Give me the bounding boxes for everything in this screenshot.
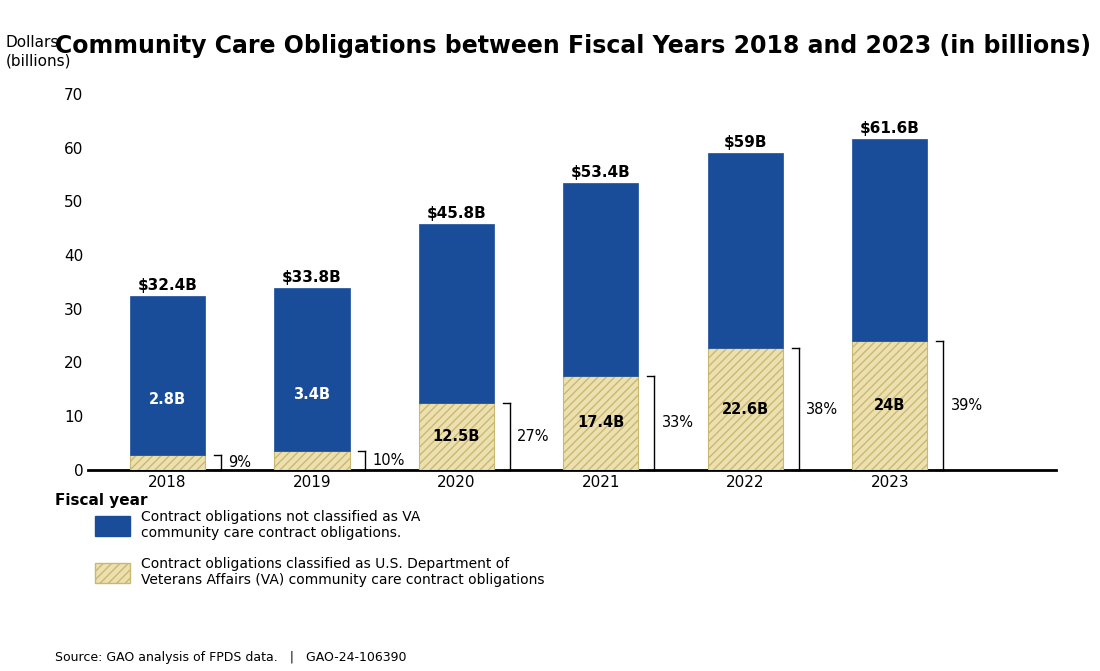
- Bar: [852, 139, 927, 341]
- Text: 22.6B: 22.6B: [722, 401, 769, 417]
- Text: 9%: 9%: [228, 455, 251, 470]
- Bar: [274, 289, 350, 452]
- Text: $61.6B: $61.6B: [860, 121, 920, 136]
- Bar: [130, 296, 205, 455]
- Text: $32.4B: $32.4B: [138, 278, 197, 293]
- Text: 12.5B: 12.5B: [432, 429, 480, 444]
- Bar: [563, 183, 638, 376]
- Text: 39%: 39%: [950, 398, 982, 413]
- Text: Community Care Obligations between Fiscal Years 2018 and 2023 (in billions): Community Care Obligations between Fisca…: [55, 34, 1091, 58]
- Text: 17.4B: 17.4B: [578, 415, 625, 431]
- Bar: [274, 452, 350, 470]
- Text: Dollars
(billions): Dollars (billions): [6, 35, 72, 68]
- Text: $33.8B: $33.8B: [282, 270, 342, 285]
- Bar: [419, 224, 494, 403]
- Text: 3.4B: 3.4B: [294, 387, 330, 402]
- Bar: [419, 403, 494, 470]
- Text: 38%: 38%: [806, 401, 838, 417]
- Text: 2.8B: 2.8B: [148, 392, 186, 407]
- Bar: [707, 153, 783, 348]
- Bar: [707, 348, 783, 470]
- Text: $59B: $59B: [724, 135, 767, 150]
- Bar: [852, 341, 927, 470]
- Text: 24B: 24B: [874, 398, 905, 413]
- Text: Source: GAO analysis of FPDS data.   |   GAO-24-106390: Source: GAO analysis of FPDS data. | GAO…: [55, 652, 407, 664]
- Bar: [130, 455, 205, 470]
- Text: Fiscal year: Fiscal year: [55, 493, 147, 508]
- Bar: [563, 376, 638, 470]
- Text: $45.8B: $45.8B: [427, 205, 486, 221]
- Text: 27%: 27%: [517, 429, 550, 444]
- Text: 33%: 33%: [661, 415, 694, 431]
- Text: 10%: 10%: [373, 453, 405, 468]
- Legend: Contract obligations not classified as VA
community care contract obligations., : Contract obligations not classified as V…: [95, 510, 544, 587]
- Text: $53.4B: $53.4B: [571, 165, 630, 180]
